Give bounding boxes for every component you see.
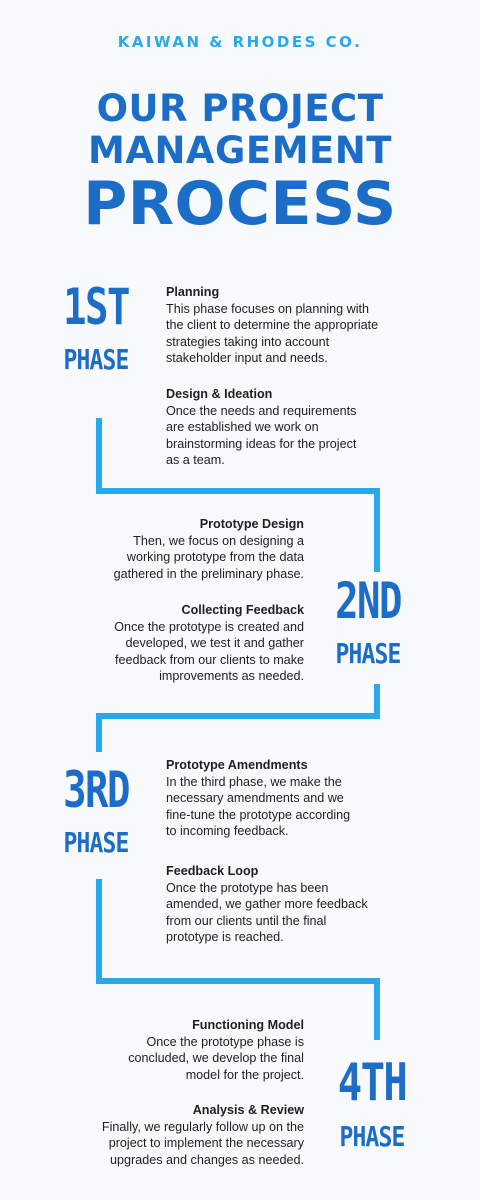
phase-4-word: PHASE xyxy=(339,1120,405,1153)
step-description: This phase focuses on planning with the … xyxy=(166,301,379,366)
step-description: In the third phase, we make the necessar… xyxy=(166,774,351,839)
page-title-line-2: MANAGEMENT xyxy=(88,129,392,172)
step-description: Once the needs and requirements are esta… xyxy=(166,403,357,468)
phase-2-label: 2ND PHASE xyxy=(318,576,418,668)
step-description: Once the prototype is created and develo… xyxy=(114,619,304,684)
step-description: Then, we focus on designing a working pr… xyxy=(113,533,304,581)
page-title-line-1: OUR PROJECT xyxy=(96,87,384,130)
step-design-ideation: Design & Ideation Once the needs and req… xyxy=(166,386,426,469)
step-collecting-feedback: Collecting Feedback Once the prototype i… xyxy=(44,602,304,685)
step-prototype-amendments: Prototype Amendments In the third phase,… xyxy=(166,757,426,840)
step-feedback-loop: Feedback Loop Once the prototype has bee… xyxy=(166,863,426,946)
step-prototype-design: Prototype Design Then, we focus on desig… xyxy=(44,516,304,582)
company-name: KAIWAN & RHODES CO. xyxy=(117,33,363,51)
phase-1-number: 1ST xyxy=(63,278,130,336)
step-planning: Planning This phase focuses on planning … xyxy=(166,284,426,367)
phase-3-label: 3RD PHASE xyxy=(46,765,146,857)
phase-4-number: 4TH xyxy=(337,1053,408,1113)
step-title: Collecting Feedback xyxy=(181,603,304,617)
step-analysis-review: Analysis & Review Finally, we regularly … xyxy=(44,1102,304,1168)
page-title-line-3: PROCESS xyxy=(83,169,397,239)
phase-3-number: 3RD xyxy=(63,761,130,819)
step-description: Once the prototype has been amended, we … xyxy=(166,880,368,945)
step-description: Finally, we regularly follow up on the p… xyxy=(101,1119,304,1167)
step-title: Prototype Amendments xyxy=(166,758,308,772)
step-functioning-model: Functioning Model Once the prototype pha… xyxy=(44,1017,304,1083)
step-title: Analysis & Review xyxy=(192,1103,304,1117)
phase-2-number: 2ND xyxy=(335,572,402,630)
phase-1-label: 1ST PHASE xyxy=(46,282,146,374)
phase-2-word: PHASE xyxy=(335,637,401,670)
connector-path xyxy=(96,418,380,1040)
step-title: Prototype Design xyxy=(199,517,304,531)
step-description: Once the prototype phase is concluded, w… xyxy=(128,1034,304,1082)
phase-3-word: PHASE xyxy=(63,826,129,859)
step-title: Design & Ideation xyxy=(166,387,273,401)
step-title: Planning xyxy=(166,285,220,299)
phase-1-word: PHASE xyxy=(63,343,129,376)
phase-4-label: 4TH PHASE xyxy=(322,1057,422,1151)
step-title: Functioning Model xyxy=(192,1018,304,1032)
step-title: Feedback Loop xyxy=(166,864,259,878)
